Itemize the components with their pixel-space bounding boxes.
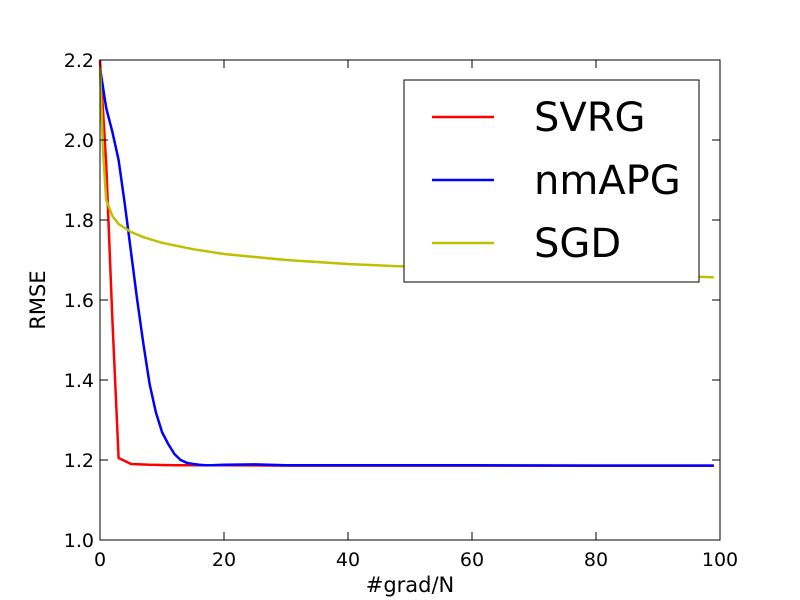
y-tick-label: 1.0 <box>64 530 94 552</box>
x-tick-label: 40 <box>336 549 360 571</box>
y-axis-label: RMSE <box>26 270 50 329</box>
legend-label-svrg: SVRG <box>534 95 646 141</box>
legend: SVRG nmAPG SGD <box>403 79 700 283</box>
y-tick-label: 2.0 <box>64 130 94 152</box>
y-tick-label: 1.4 <box>64 370 94 392</box>
tick-labels-layer: 0 20 40 60 80 100 1.0 1.2 1.4 1.6 1.8 2.0 2.2 <box>64 50 738 571</box>
x-axis-label: #grad/N <box>366 573 455 597</box>
y-tick-label: 1.2 <box>64 450 94 472</box>
x-tick-label: 100 <box>702 549 738 571</box>
y-tick-label: 2.2 <box>64 50 94 72</box>
y-tick-label: 1.8 <box>64 210 94 232</box>
x-tick-label: 60 <box>460 549 484 571</box>
x-tick-label: 0 <box>94 549 106 571</box>
series-line-nmapg <box>98 67 714 467</box>
legend-label-nmapg: nmAPG <box>534 158 681 204</box>
x-tick-label: 20 <box>212 549 236 571</box>
plot-frame <box>99 59 721 541</box>
legend-label-sgd: SGD <box>534 221 621 267</box>
y-tick-label: 1.6 <box>64 290 94 312</box>
x-tick-label: 80 <box>584 549 608 571</box>
